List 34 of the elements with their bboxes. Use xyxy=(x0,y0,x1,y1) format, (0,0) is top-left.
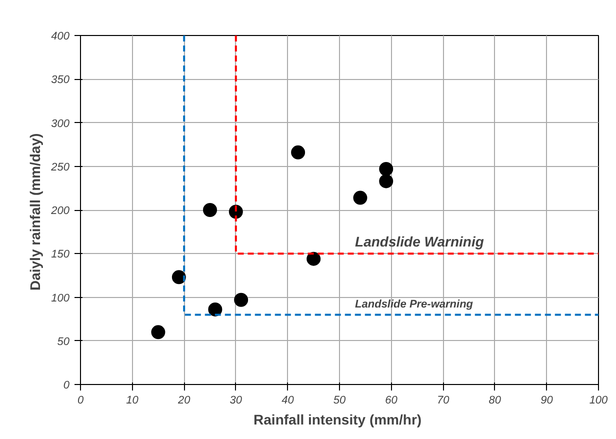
x-tick-label: 60 xyxy=(385,394,398,406)
point xyxy=(234,292,248,307)
x-tick-label: 90 xyxy=(540,394,554,406)
point xyxy=(203,203,217,217)
point xyxy=(353,190,368,205)
x-tick-label: 10 xyxy=(126,394,140,406)
x-tick-label: 20 xyxy=(176,394,192,406)
point xyxy=(151,325,166,340)
x-tick-label: 80 xyxy=(488,394,502,406)
y-tick-label: 400 xyxy=(51,30,70,42)
y-tick-label: 250 xyxy=(50,161,70,174)
y-tick-label: 100 xyxy=(51,292,70,304)
annotation: Landslide Pre-warning xyxy=(355,298,474,311)
point xyxy=(208,302,222,316)
y-tick-label: 50 xyxy=(57,336,70,348)
x-tick-label: 0 xyxy=(77,394,84,406)
y-axis-title: Daiyly rainfall (mm/day) xyxy=(27,133,44,291)
annotation: Landslide Warninig xyxy=(355,234,484,250)
x-tick-label: 40 xyxy=(282,394,295,406)
point xyxy=(379,162,394,176)
y-tick-label: 300 xyxy=(51,118,70,130)
y-tick-label: 200 xyxy=(50,205,70,217)
x-tick-label: 50 xyxy=(333,394,346,406)
y-tick-label: 150 xyxy=(51,248,70,261)
y-tick-label: 0 xyxy=(63,380,70,392)
x-axis-title: Rainfall intensity (mm/hr) xyxy=(254,412,422,428)
point xyxy=(379,174,394,188)
point xyxy=(291,145,306,160)
y-tick-label: 350 xyxy=(51,74,70,86)
x-tick-label: 70 xyxy=(436,394,450,406)
x-tick-label: 100 xyxy=(589,394,609,406)
point xyxy=(172,270,186,284)
point xyxy=(306,252,321,266)
x-tick-label: 30 xyxy=(230,394,243,406)
